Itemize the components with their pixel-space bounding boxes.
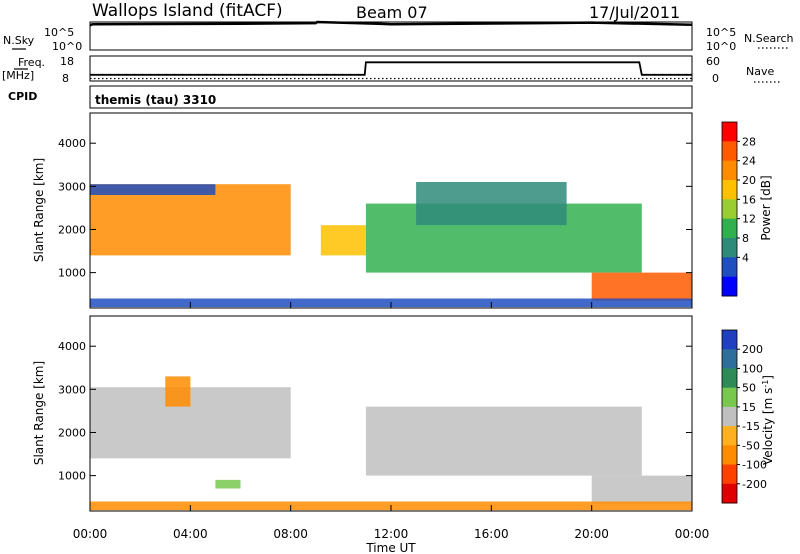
velocity-colorbar-tick-label-2: 50 — [742, 382, 756, 395]
velocity-colorbar-swatch-1 — [722, 349, 737, 369]
velocity-colorbar-tick-label-1: 100 — [742, 362, 763, 375]
nave-label: Nave — [746, 65, 774, 78]
velocity-colorbar-tick-label-7: -200 — [742, 478, 767, 491]
freq-left-tick-bottom: 8 — [62, 72, 69, 85]
velocity-colorbar-tick-label-4: -15 — [742, 420, 760, 433]
power-feature-4 — [416, 182, 567, 226]
power-colorbar-swatch-3 — [722, 180, 737, 200]
noise-series-line-0 — [89, 20, 693, 27]
power-colorbar-label: Power [dB] — [759, 175, 773, 240]
velocity-ytick-label-1: 2000 — [58, 426, 86, 439]
velocity-colorbar-swatch-6 — [722, 445, 737, 465]
velocity-colorbar-tick-label-3: 15 — [742, 401, 756, 414]
velocity-colorbar-label: Velocity [m s-1] — [761, 375, 775, 465]
freq-unit-label: [MHz] — [2, 69, 34, 82]
x-axis-label: Time UT — [365, 541, 416, 554]
noise-right-tick-bottom: 10^0 — [706, 40, 736, 53]
xtick-label-5: 20:00 — [574, 527, 609, 541]
power-ytick-label-1: 2000 — [58, 223, 86, 236]
power-colorbar-tick-label-5: 8 — [742, 232, 749, 245]
power-colorbar-swatch-5 — [722, 218, 737, 239]
power-colorbar-swatch-4 — [722, 199, 737, 220]
freq-panel-frame — [89, 55, 693, 82]
velocity-colorbar-swatch-8 — [722, 483, 737, 504]
freq-right-tick-bottom: 0 — [712, 72, 719, 85]
velocity-colorbar-swatch-5 — [722, 426, 737, 446]
velocity-y-axis: 1000 2000 3000 4000 — [58, 340, 692, 483]
power-feature-1 — [90, 184, 216, 195]
xtick-label-2: 08:00 — [273, 527, 308, 541]
power-colorbar-swatch-8 — [722, 276, 737, 297]
velocity-ytick-label-3: 4000 — [58, 340, 86, 353]
power-colorbar-tick-label-2: 20 — [742, 174, 756, 187]
cpid-value: themis (tau) 3310 — [95, 93, 216, 107]
velocity-colorbar-swatch-7 — [722, 464, 737, 485]
power-colorbar-frame — [721, 121, 738, 297]
power-feature-2 — [320, 225, 366, 256]
velocity-colorbar-swatch-2 — [722, 368, 737, 389]
velocity-colorbar: 200 100 50 15 -15 -50 -100 -200 — [721, 329, 767, 504]
velocity-colorbar-swatch-4 — [722, 406, 737, 427]
power-colorbar-tick-label-4: 12 — [742, 213, 756, 226]
power-colorbar-swatch-6 — [722, 238, 737, 258]
velocity-feature-1 — [365, 406, 642, 476]
cpid-panel-frame — [89, 85, 693, 109]
power-heatmap — [90, 182, 692, 308]
time-axis: 00:00 04:00 08:00 12:00 16:00 20:00 00:00 — [73, 302, 710, 541]
power-colorbar-swatch-2 — [722, 160, 737, 181]
velocity-colorbar-swatch-0 — [722, 330, 737, 350]
power-colorbar-swatch-7 — [722, 257, 737, 278]
power-colorbar-tick-label-3: 16 — [742, 193, 756, 206]
power-ytick-label-2: 3000 — [58, 180, 86, 193]
velocity-feature-5 — [215, 479, 241, 489]
freq-right-tick-top: 60 — [706, 55, 720, 68]
velocity-heatmap — [90, 376, 692, 511]
power-colorbar-swatch-1 — [722, 141, 737, 162]
power-colorbar-tick-label-1: 24 — [742, 155, 756, 168]
velocity-feature-4 — [165, 376, 191, 407]
freq-left-tick-top: 18 — [60, 55, 74, 68]
power-colorbar: 28 24 20 16 12 8 4 — [721, 121, 756, 297]
freq-series-line-0 — [90, 61, 692, 76]
power-ytick-label-3: 4000 — [58, 137, 86, 150]
power-ytick-label-0: 1000 — [58, 267, 86, 280]
power-colorbar-tick-label-6: 4 — [742, 251, 749, 264]
noise-right-tick-top: 10^5 — [706, 26, 736, 39]
noise-series — [89, 20, 693, 27]
velocity-colorbar-tick-label-0: 200 — [742, 343, 763, 356]
power-feature-5 — [591, 272, 692, 301]
xtick-label-1: 04:00 — [173, 527, 208, 541]
power-y-axis-label: Slant Range [km] — [32, 158, 46, 262]
velocity-ytick-label-2: 3000 — [58, 383, 86, 396]
velocity-colorbar-swatch-3 — [722, 387, 737, 408]
velocity-ytick-label-0: 1000 — [58, 470, 86, 483]
power-feature-0 — [90, 184, 291, 256]
cpid-label: CPID — [8, 90, 37, 103]
frequency-series — [90, 61, 692, 80]
station-title: Wallops Island (fitACF) — [92, 1, 283, 21]
noise-left-tick-bottom: 10^0 — [52, 40, 82, 53]
noise-left-tick-top: 10^5 — [44, 26, 74, 39]
xtick-label-6: 00:00 — [675, 527, 710, 541]
xtick-label-0: 00:00 — [73, 527, 108, 541]
velocity-feature-2 — [591, 475, 692, 504]
power-colorbar-swatch-0 — [722, 122, 737, 142]
n-search-label: N.Search — [744, 32, 794, 45]
xtick-label-4: 16:00 — [474, 527, 509, 541]
date-title: 17/Jul/2011 — [589, 3, 680, 22]
power-y-axis: 1000 2000 3000 4000 — [58, 137, 692, 280]
velocity-y-axis-label: Slant Range [km] — [32, 361, 46, 465]
velocity-colorbar-frame — [721, 329, 738, 504]
noise-panel-frame — [89, 21, 693, 51]
n-sky-label: N.Sky — [3, 34, 35, 47]
velocity-colorbar-tick-label-5: -50 — [742, 439, 760, 452]
xtick-label-3: 12:00 — [374, 527, 409, 541]
freq-label: Freq. — [18, 56, 45, 69]
velocity-colorbar-tick-label-6: -100 — [742, 459, 767, 472]
power-colorbar-tick-label-0: 28 — [742, 135, 756, 148]
beam-title: Beam 07 — [356, 3, 428, 22]
